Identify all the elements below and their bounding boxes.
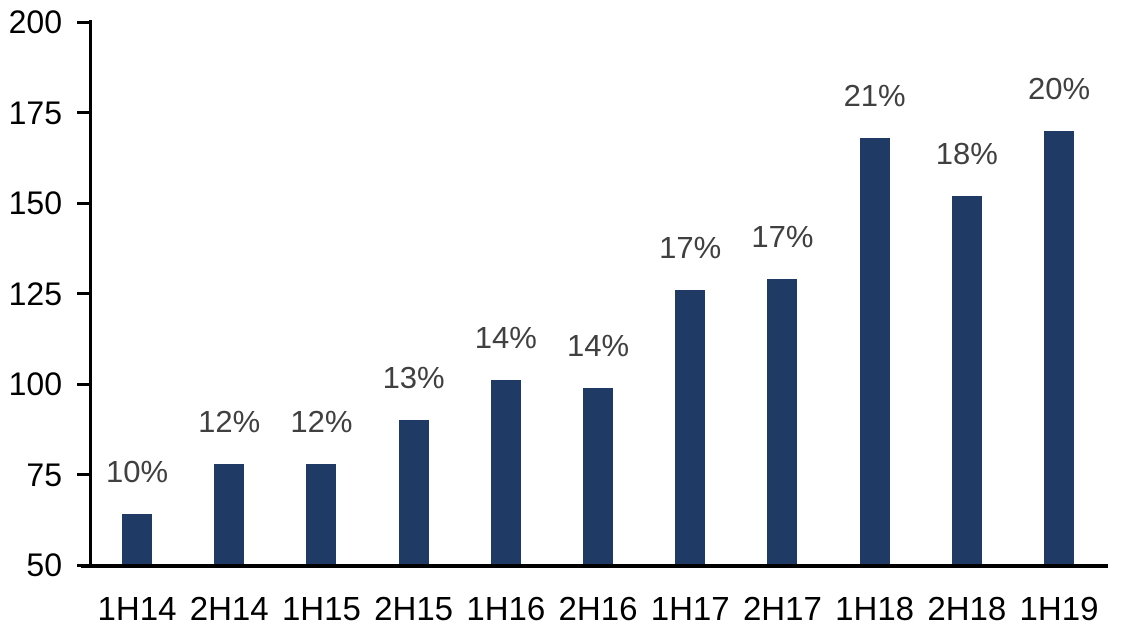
y-axis-tick-label: 75 <box>26 456 62 493</box>
bar <box>122 514 152 564</box>
bar <box>490 380 521 564</box>
y-axis-tick-label: 50 <box>26 547 62 583</box>
y-axis-tick-label: 100 <box>8 366 62 402</box>
bar-value-label: 10% <box>105 454 169 490</box>
bar-value-label: 14% <box>474 320 537 356</box>
x-axis-label: 1H19 <box>1019 590 1099 627</box>
x-axis-label: 1H15 <box>281 590 361 627</box>
x-axis-label: 1H18 <box>835 590 915 627</box>
bar-value-label: 18% <box>935 135 998 171</box>
y-axis-tick-mark <box>77 292 89 295</box>
y-axis-tick-mark <box>77 473 89 476</box>
y-axis-tick-label: 200 <box>8 4 62 40</box>
x-axis-label: 2H17 <box>742 590 822 627</box>
bar-value-label: 12% <box>198 403 261 439</box>
bar <box>951 195 982 564</box>
x-axis-label: 1H16 <box>466 590 546 627</box>
y-axis-tick-mark <box>77 20 89 24</box>
bar-value-label: 17% <box>659 229 722 265</box>
x-axis-label: 1H14 <box>97 590 177 627</box>
y-axis-line <box>89 20 92 567</box>
bar <box>214 463 245 564</box>
bar-value-label: 17% <box>751 219 814 255</box>
y-axis-tick-label: 150 <box>8 185 62 221</box>
bar-value-label: 20% <box>1027 70 1091 106</box>
bar-value-label: 13% <box>382 360 445 396</box>
bar-value-label: 12% <box>290 403 353 439</box>
bar <box>306 463 337 564</box>
bar <box>583 387 613 564</box>
x-axis-label: 2H18 <box>927 590 1007 627</box>
bar <box>1044 130 1074 564</box>
y-axis-tick-mark <box>77 201 89 205</box>
x-axis-label: 2H14 <box>189 590 269 627</box>
bar <box>859 137 890 564</box>
bar-value-label: 21% <box>843 77 906 113</box>
y-axis-tick-label: 125 <box>8 275 62 312</box>
bar <box>767 279 798 564</box>
bar-value-label: 14% <box>566 327 630 363</box>
x-axis-line <box>81 564 1108 568</box>
x-axis-label: 1H17 <box>650 590 730 627</box>
y-axis-tick-mark <box>77 382 89 386</box>
x-axis-label: 2H15 <box>374 590 454 627</box>
y-axis-tick-mark <box>77 111 89 114</box>
bar <box>398 420 429 564</box>
x-axis-label: 2H16 <box>558 590 638 627</box>
bar <box>675 289 706 564</box>
y-axis-tick-label: 175 <box>8 94 62 131</box>
